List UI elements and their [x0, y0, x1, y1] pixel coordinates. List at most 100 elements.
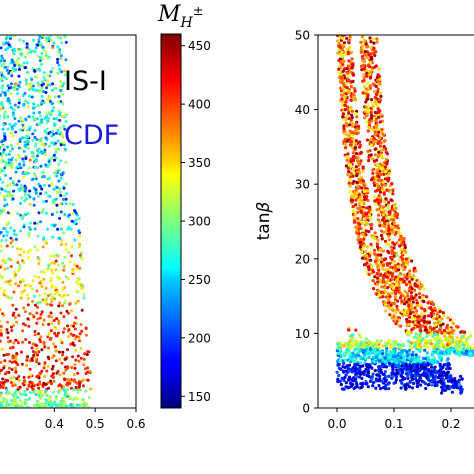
data-point: [405, 300, 409, 304]
data-point: [0, 114, 2, 118]
data-point: [395, 253, 399, 258]
data-point: [5, 203, 9, 207]
data-point: [17, 267, 21, 271]
data-point: [53, 158, 56, 162]
data-point: [358, 238, 363, 242]
data-point: [8, 190, 12, 194]
data-point: [391, 192, 395, 196]
data-point: [70, 366, 74, 369]
data-point: [6, 280, 10, 284]
data-point: [378, 374, 382, 378]
data-point: [2, 289, 6, 293]
data-point: [43, 363, 47, 367]
data-point: [366, 385, 370, 389]
data-point: [56, 57, 60, 61]
data-point: [62, 194, 66, 198]
data-point: [369, 258, 373, 262]
data-point: [399, 374, 403, 378]
data-point: [379, 167, 383, 171]
data-point: [42, 71, 46, 75]
data-point: [66, 293, 70, 297]
data-point: [363, 116, 367, 120]
data-point: [17, 146, 21, 150]
data-point: [379, 172, 383, 176]
data-point: [418, 295, 422, 299]
data-point: [397, 268, 401, 272]
data-point: [61, 280, 65, 284]
data-point: [400, 241, 404, 245]
data-point: [381, 133, 386, 137]
data-point: [34, 343, 37, 347]
data-point: [367, 52, 371, 57]
data-point: [86, 350, 90, 354]
data-point: [375, 37, 379, 41]
data-point: [378, 109, 382, 113]
data-point: [375, 256, 379, 261]
data-point: [23, 199, 27, 203]
data-point: [3, 131, 6, 135]
data-point: [66, 381, 70, 385]
data-point: [5, 222, 9, 226]
data-point: [48, 96, 52, 100]
data-point: [25, 405, 29, 408]
data-point: [64, 248, 68, 252]
data-point: [434, 332, 439, 336]
data-point: [432, 337, 436, 341]
data-point: [355, 174, 359, 178]
data-point: [421, 299, 426, 303]
data-point: [395, 304, 399, 308]
data-point: [8, 183, 12, 187]
data-point: [356, 238, 360, 242]
data-point: [5, 230, 9, 234]
data-point: [76, 282, 80, 286]
data-point: [394, 278, 398, 283]
data-point: [343, 108, 347, 112]
data-point: [3, 59, 7, 63]
data-point: [49, 336, 53, 340]
data-point: [75, 388, 79, 392]
data-point: [25, 71, 29, 74]
data-point: [338, 379, 342, 383]
data-point: [349, 105, 353, 109]
data-point: [52, 153, 56, 157]
data-point: [419, 304, 423, 308]
data-point: [376, 134, 380, 138]
data-point: [392, 254, 396, 258]
data-point: [23, 389, 27, 393]
data-point: [350, 124, 355, 128]
data-point: [63, 213, 67, 216]
data-point: [379, 112, 383, 117]
data-point: [22, 126, 26, 130]
data-point: [8, 283, 12, 287]
data-point: [367, 121, 371, 125]
data-point: [78, 382, 82, 386]
data-point: [343, 142, 347, 146]
data-point: [381, 180, 386, 184]
data-point: [40, 369, 44, 373]
data-point: [390, 277, 394, 281]
data-point: [0, 372, 1, 375]
data-point: [394, 310, 398, 314]
data-point: [35, 148, 39, 152]
data-point: [389, 265, 393, 269]
data-point: [343, 132, 347, 136]
data-point: [404, 257, 408, 261]
data-point: [375, 111, 379, 115]
data-point: [12, 376, 16, 379]
data-point: [3, 204, 7, 208]
data-point: [391, 261, 395, 265]
data-point: [32, 315, 36, 319]
data-point: [59, 143, 63, 147]
data-point: [435, 314, 440, 318]
data-point: [79, 323, 83, 327]
data-point: [54, 147, 58, 151]
data-point: [395, 241, 399, 245]
data-point: [67, 405, 70, 408]
data-point: [346, 166, 350, 170]
data-point: [391, 374, 395, 378]
data-point: [9, 131, 13, 135]
data-point: [22, 160, 26, 164]
data-point: [52, 254, 56, 258]
data-point: [435, 344, 439, 348]
data-point: [382, 230, 386, 235]
